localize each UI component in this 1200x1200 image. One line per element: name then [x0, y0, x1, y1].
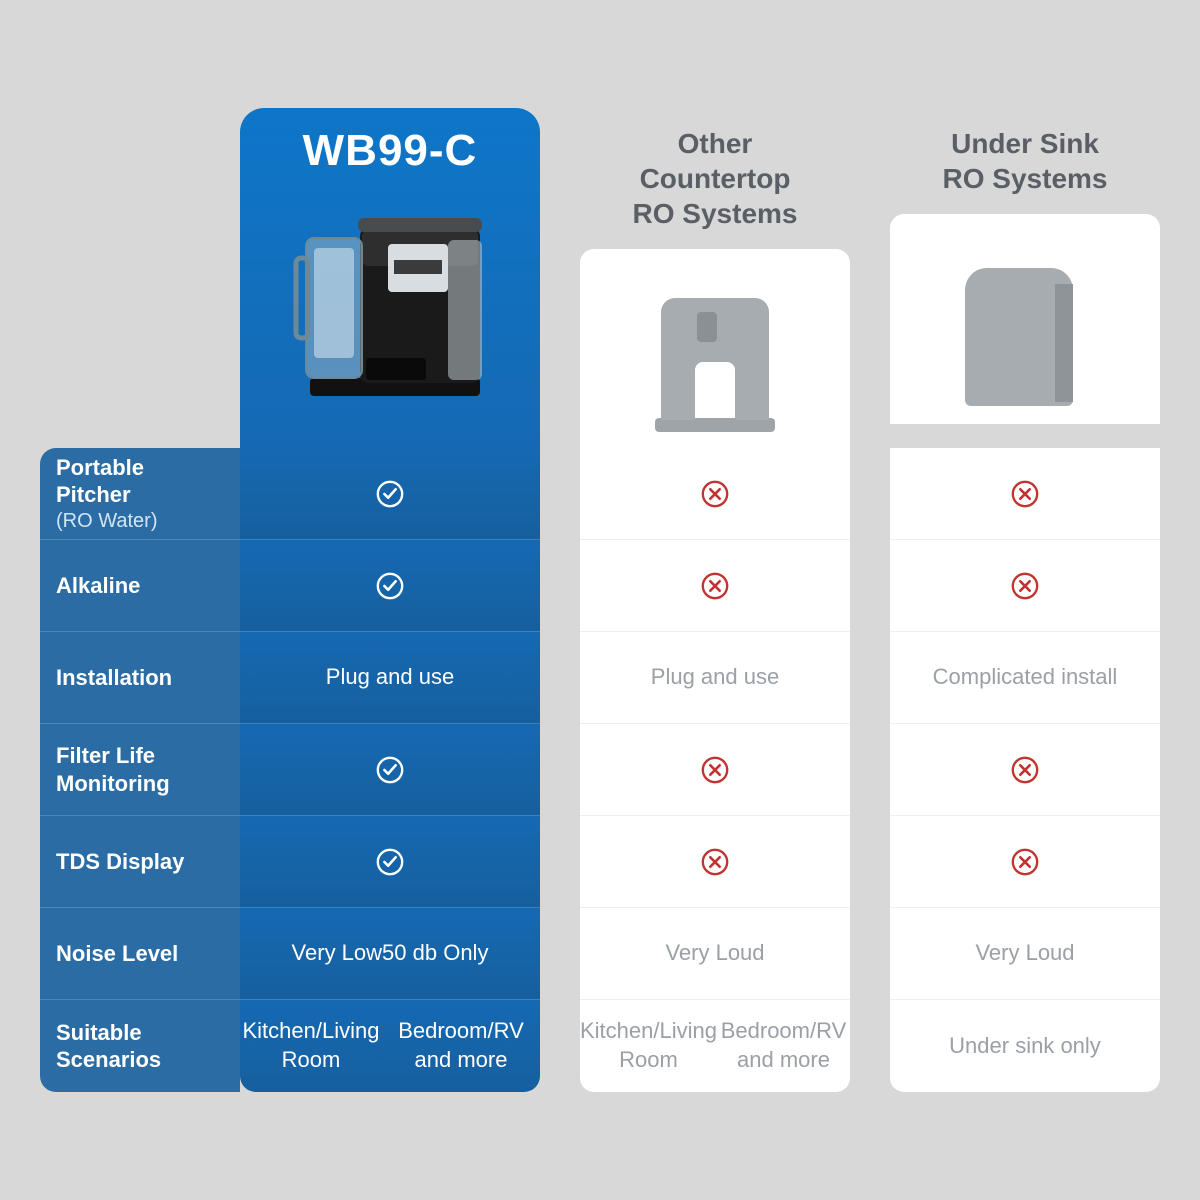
cross-icon — [1010, 847, 1040, 877]
sink-cell: Very Loud — [890, 908, 1160, 1000]
sink-title-l1: Under Sink — [951, 128, 1099, 159]
sink-cell — [890, 448, 1160, 540]
row-label-text: Filter Life Monitoring — [56, 742, 224, 797]
column-header-other: Other Countertop RO Systems — [580, 108, 850, 448]
sink-cell — [890, 540, 1160, 632]
main-cell: Kitchen/Living RoomBedroom/RV and more — [240, 1000, 540, 1092]
row-label: TDS Display — [40, 816, 240, 908]
row-label: Suitable Scenarios — [40, 1000, 240, 1092]
cross-icon — [700, 479, 730, 509]
sink-cell — [890, 724, 1160, 816]
comparison-table: WB99-C — [40, 108, 1160, 1092]
main-cell — [240, 540, 540, 632]
main-cell: Very Low50 db Only — [240, 908, 540, 1000]
row-label-text: Installation — [56, 664, 224, 692]
other-cell: Kitchen/Living RoomBedroom/RV and more — [580, 1000, 850, 1092]
sink-title: Under Sink RO Systems — [943, 126, 1108, 196]
header-spacer — [40, 108, 240, 448]
other-title: Other Countertop RO Systems — [633, 126, 798, 231]
other-cell — [580, 540, 850, 632]
check-icon — [375, 571, 405, 601]
gap — [850, 448, 890, 1092]
gap — [540, 108, 580, 448]
sink-title-l2: RO Systems — [943, 163, 1108, 194]
check-icon — [375, 847, 405, 877]
row-label-sub: (RO Water) — [56, 509, 224, 534]
column-header-main: WB99-C — [240, 108, 540, 448]
row-label: Installation — [40, 632, 240, 724]
cross-icon — [700, 571, 730, 601]
main-cell — [240, 816, 540, 908]
main-cell — [240, 724, 540, 816]
row-label: Portable Pitcher (RO Water) — [40, 448, 240, 540]
sink-product-image — [890, 214, 1160, 424]
check-icon — [375, 479, 405, 509]
other-title-l1: Other — [678, 128, 753, 159]
row-label: Noise Level — [40, 908, 240, 1000]
main-cell: Plug and use — [240, 632, 540, 724]
other-title-l2: Countertop — [640, 163, 791, 194]
row-label: Filter Life Monitoring — [40, 724, 240, 816]
main-product-title: WB99-C — [303, 126, 478, 176]
check-icon — [375, 755, 405, 785]
main-cell — [240, 448, 540, 540]
cross-icon — [1010, 571, 1040, 601]
column-header-sink: Under Sink RO Systems — [890, 108, 1160, 448]
other-cell — [580, 448, 850, 540]
row-label-text: Suitable Scenarios — [56, 1019, 224, 1074]
cross-icon — [700, 755, 730, 785]
cross-icon — [1010, 755, 1040, 785]
main-product-image — [270, 188, 510, 408]
row-label-text: Portable Pitcher — [56, 454, 224, 509]
sink-cell: Complicated install — [890, 632, 1160, 724]
gap — [540, 448, 580, 1092]
sink-cell — [890, 816, 1160, 908]
row-label-text: TDS Display — [56, 848, 224, 876]
sink-cell: Under sink only — [890, 1000, 1160, 1092]
other-product-image — [580, 249, 850, 448]
other-cell: Very Loud — [580, 908, 850, 1000]
cross-icon — [700, 847, 730, 877]
gap — [850, 108, 890, 448]
other-title-l3: RO Systems — [633, 198, 798, 229]
other-cell — [580, 816, 850, 908]
cross-icon — [1010, 479, 1040, 509]
row-label-text: Noise Level — [56, 940, 224, 968]
row-label: Alkaline — [40, 540, 240, 632]
other-cell — [580, 724, 850, 816]
other-cell: Plug and use — [580, 632, 850, 724]
row-label-text: Alkaline — [56, 572, 224, 600]
